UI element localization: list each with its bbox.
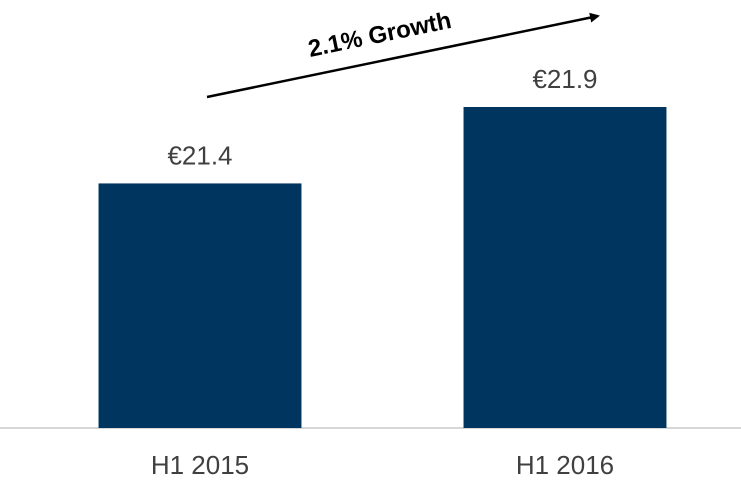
growth-arrow xyxy=(206,12,600,99)
x-tick-label: H1 2016 xyxy=(516,450,614,480)
value-label: €21.9 xyxy=(532,64,597,94)
value-label: €21.4 xyxy=(167,140,232,170)
x-tick-label: H1 2015 xyxy=(151,450,249,480)
bar xyxy=(98,183,302,428)
growth-annotation: 2.1% Growth xyxy=(306,7,454,63)
bar xyxy=(463,107,667,428)
